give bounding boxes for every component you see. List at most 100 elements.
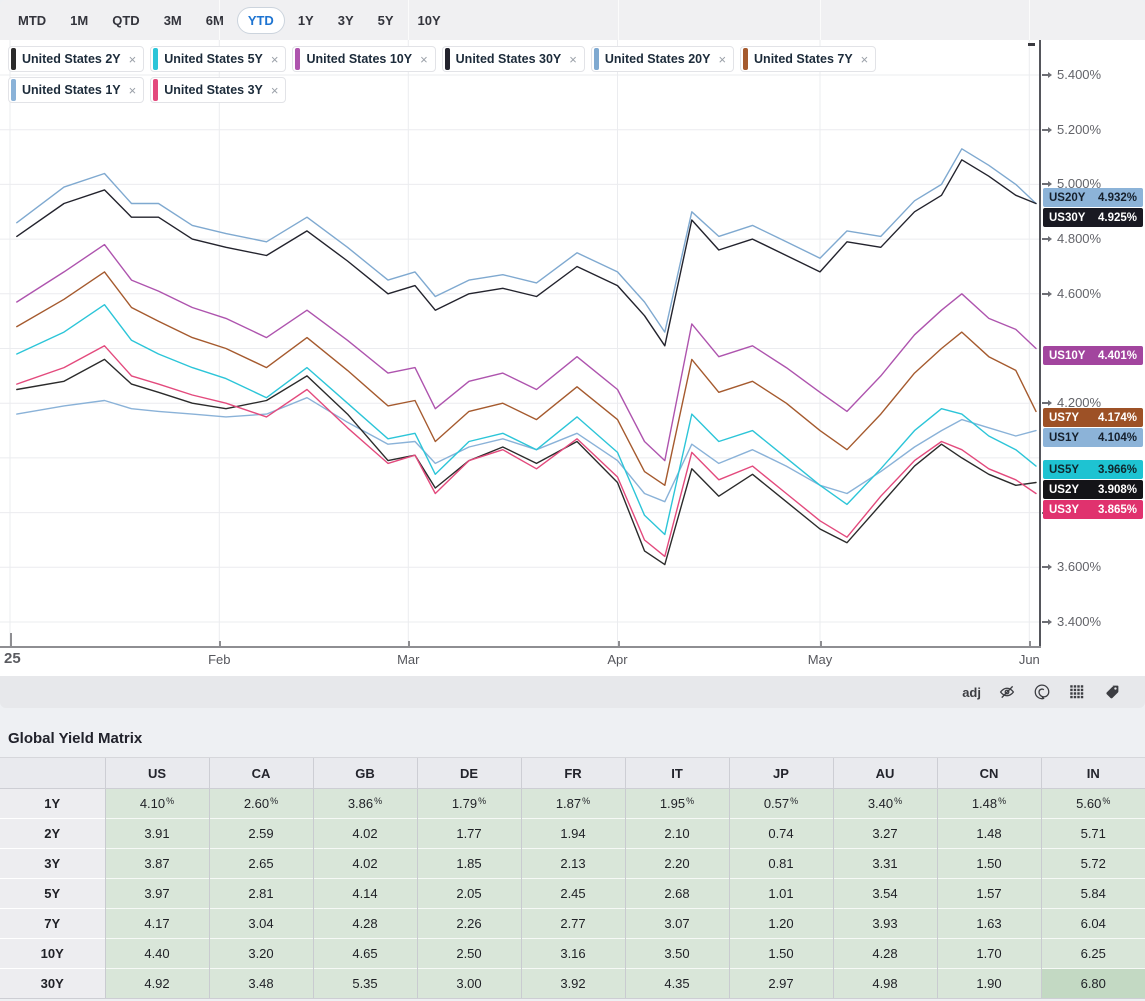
table-body: 1Y 4.10% 2.60% 3.86% 1.79% 1.87% 1.95% 0.57% 3.4… xyxy=(0,788,1145,999)
cell-de-7y: 2.26 xyxy=(416,908,521,939)
cell-in-30y: 6.80 xyxy=(1040,968,1145,999)
cell-fr-7y: 2.77 xyxy=(520,908,625,939)
remove-series-icon[interactable]: × xyxy=(128,82,137,98)
cell-in-2y: 5.71 xyxy=(1040,818,1145,849)
x-axis-line xyxy=(0,646,1041,648)
remove-series-icon[interactable]: × xyxy=(270,82,279,98)
remove-series-icon[interactable]: × xyxy=(718,51,727,67)
y-axis-tick xyxy=(1042,72,1052,78)
cell-gb-7y: 4.28 xyxy=(312,908,417,939)
price-label-ticker: US10Y xyxy=(1049,349,1086,362)
price-label-value: 3.966% xyxy=(1097,463,1137,476)
y-axis-tick xyxy=(1042,400,1052,407)
x-axis-tick xyxy=(1029,641,1032,648)
legend-chip-us10y[interactable]: United States 10Y × xyxy=(292,46,436,72)
price-label-ticker: US2Y xyxy=(1049,483,1080,496)
eye-off-icon[interactable] xyxy=(998,683,1016,701)
row-label-30y: 30Y xyxy=(0,968,105,999)
cell-us-3y: 3.87 xyxy=(104,848,209,879)
cell-us-7y: 4.17 xyxy=(104,908,209,939)
series-line-us1y xyxy=(16,397,1037,503)
range-mtd[interactable]: MTD xyxy=(7,7,57,34)
legend-series-label: United States 1Y xyxy=(22,83,121,97)
row-label-1y: 1Y xyxy=(0,788,105,819)
legend-chip-us3y[interactable]: United States 3Y × xyxy=(150,77,287,103)
remove-series-icon[interactable]: × xyxy=(860,51,869,67)
column-header-de: DE xyxy=(416,757,521,789)
table-row: 7Y 4.17 3.04 4.28 2.26 2.77 3.07 1.20 3.93 1.63 6.… xyxy=(0,908,1145,939)
cell-in-3y: 5.72 xyxy=(1040,848,1145,879)
remove-series-icon[interactable]: × xyxy=(270,51,279,67)
cell-it-30y: 4.35 xyxy=(624,968,729,999)
price-label-value: 3.865% xyxy=(1097,503,1137,516)
remove-series-icon[interactable]: × xyxy=(569,51,577,67)
legend-chip-us1y[interactable]: United States 1Y × xyxy=(8,77,145,103)
range-1y[interactable]: 1Y xyxy=(287,7,325,34)
cell-de-30y: 3.00 xyxy=(416,968,521,999)
cell-ca-3y: 2.65 xyxy=(208,848,313,879)
cell-us-30y: 4.92 xyxy=(104,968,209,999)
cell-value: 0.57 xyxy=(763,796,790,811)
range-1m[interactable]: 1M xyxy=(59,7,99,34)
cell-ca-10y: 3.20 xyxy=(208,938,313,969)
range-6m[interactable]: 6M xyxy=(195,7,235,34)
cell-in-7y: 6.04 xyxy=(1040,908,1145,939)
cell-fr-3y: 2.13 xyxy=(520,848,625,879)
legend-chip-us20y[interactable]: United States 20Y × xyxy=(590,46,735,72)
cell-gb-10y: 4.65 xyxy=(312,938,417,969)
legend-chip-us7y[interactable]: United States 7Y × xyxy=(740,46,877,72)
legend-chip-us5y[interactable]: United States 5Y × xyxy=(150,46,287,72)
cell-gb-30y: 5.35 xyxy=(312,968,417,999)
legend-series-label: United States 3Y xyxy=(164,83,263,97)
yield-matrix-table: US CA GB DE FR IT JP AU CN IN 1Y 4.10% 2.60% 3.86% 1.7… xyxy=(0,757,1145,999)
cell-de-10y: 2.50 xyxy=(416,938,521,969)
range-10y[interactable]: 10Y xyxy=(407,7,452,34)
column-header-in: IN xyxy=(1040,757,1145,789)
cell-de-3y: 1.85 xyxy=(416,848,521,879)
cell-it-2y: 2.10 xyxy=(624,818,729,849)
y-axis-label: 5.400% xyxy=(1057,67,1102,82)
cell-it-1y: 1.95% xyxy=(624,788,729,819)
price-label-value: 4.104% xyxy=(1097,431,1137,444)
percent-sign: % xyxy=(478,796,487,806)
cell-cn-5y: 1.57 xyxy=(936,878,1041,909)
range-3m[interactable]: 3M xyxy=(153,7,193,34)
legend-chip-us30y[interactable]: United States 30Y × xyxy=(441,46,585,72)
series-color-bar xyxy=(153,48,159,70)
spiral-icon[interactable] xyxy=(1033,683,1051,701)
column-header-it: IT xyxy=(624,757,729,789)
range-ytd[interactable]: YTD xyxy=(236,6,285,34)
chart-bottom-toolbar: adj xyxy=(0,676,1145,708)
remove-series-icon[interactable]: × xyxy=(420,51,428,67)
price-label-ticker: US30Y xyxy=(1049,211,1086,224)
range-3y[interactable]: 3Y xyxy=(327,7,365,34)
cell-cn-1y: 1.48% xyxy=(936,788,1041,819)
price-label-us30y: US30Y 4.925% xyxy=(1043,208,1143,227)
range-qtd[interactable]: QTD xyxy=(101,7,150,34)
series-line-us10y xyxy=(16,243,1037,462)
legend-chip-us2y[interactable]: United States 2Y × xyxy=(8,46,145,72)
cell-au-5y: 3.54 xyxy=(832,878,937,909)
cell-jp-7y: 1.20 xyxy=(728,908,833,939)
range-5y[interactable]: 5Y xyxy=(367,7,405,34)
series-color-bar xyxy=(593,48,599,70)
series-color-bar xyxy=(743,48,749,70)
tag-icon[interactable] xyxy=(1103,683,1121,701)
row-label-3y: 3Y xyxy=(0,848,105,879)
cell-ca-1y: 2.60% xyxy=(208,788,313,819)
cell-au-3y: 3.31 xyxy=(832,848,937,879)
row-label-5y: 5Y xyxy=(0,878,105,909)
series-color-bar xyxy=(295,48,301,70)
adjusted-data-toggle[interactable]: adj xyxy=(962,684,981,700)
time-range-toolbar: MTD 1M QTD 3M 6M YTD 1Y 3Y 5Y 10Y xyxy=(0,0,1145,40)
grid-icon[interactable] xyxy=(1068,683,1086,701)
series-line-us30y xyxy=(16,159,1037,347)
series-color-bar xyxy=(11,48,16,70)
cell-jp-3y: 0.81 xyxy=(728,848,833,879)
remove-series-icon[interactable]: × xyxy=(128,51,137,67)
price-label-ticker: US7Y xyxy=(1049,411,1080,424)
y-axis-tick xyxy=(1042,564,1052,571)
cell-value: 1.95 xyxy=(659,796,686,811)
cell-fr-2y: 1.94 xyxy=(520,818,625,849)
cell-us-1y: 4.10% xyxy=(104,788,209,819)
